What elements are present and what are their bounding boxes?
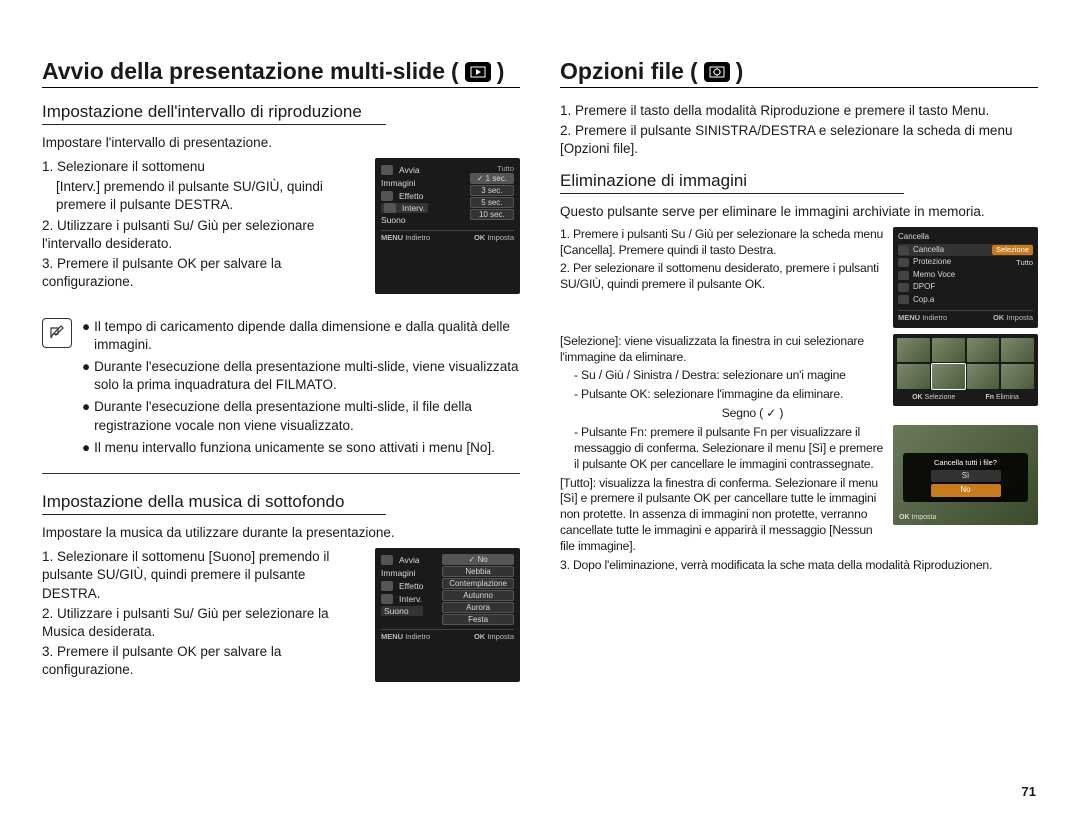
- tutto-text: visualizza la finestra di conferma. Sele…: [560, 476, 878, 553]
- note-box: ●Il tempo di caricamento dipende dalla d…: [42, 308, 520, 475]
- interval-step-1: 1. Selezionare il sottomenu: [42, 158, 365, 176]
- music-intro: Impostare la musica da utilizzare durant…: [42, 525, 520, 540]
- segno-label: Segno ( ✓ ): [560, 406, 1038, 422]
- music-steps: 1. Selezionare il sottomenu [Suono] prem…: [42, 548, 365, 682]
- interval-intro: Impostare l'intervallo di presentazione.: [42, 135, 520, 150]
- interval-step-3: 3. Premere il pulsante OK per salvare la…: [42, 255, 365, 291]
- page-number: 71: [1022, 784, 1036, 799]
- dialog-yes: Sì: [931, 470, 1001, 482]
- camera-icon: [381, 581, 393, 591]
- left-column: Avvio della presentazione multi-slide ( …: [42, 58, 520, 696]
- trash-icon: [898, 246, 909, 255]
- movie-icon: [384, 203, 396, 213]
- camera-icon: [381, 191, 393, 201]
- left-heading-text: Avvio della presentazione multi-slide: [42, 58, 445, 85]
- music-step-3: 3. Premere il pulsante OK per salvare la…: [42, 643, 365, 679]
- play-icon: [381, 555, 393, 565]
- dpof-icon: [898, 283, 909, 292]
- dialog-no: No: [931, 484, 1001, 496]
- thumbnail-grid-screenshot: OK Selezione Fn Elimina: [893, 334, 1038, 406]
- interval-step-1b: [Interv.] premendo il pulsante SU/GIÙ, q…: [42, 178, 365, 214]
- voice-icon: [898, 271, 909, 280]
- interval-steps: 1. Selezionare il sottomenu [Interv.] pr…: [42, 158, 365, 294]
- delete-subheading: Eliminazione di immagini: [560, 171, 904, 194]
- right-top-step-1: 1. Premere il tasto della modalità Ripro…: [560, 102, 1038, 120]
- right-heading-text: Opzioni file: [560, 58, 684, 85]
- music-screenshot: Avvia Immagini Effetto Interv. Suono No …: [375, 548, 520, 682]
- left-main-heading: Avvio della presentazione multi-slide ( …: [42, 58, 520, 88]
- right-column: Opzioni file ( ) 1. Premere il tasto del…: [560, 58, 1038, 696]
- copy-icon: [898, 295, 909, 304]
- note-4: Il menu intervallo funziona unicamente s…: [94, 439, 495, 457]
- confirm-dialog-screenshot: Cancella tutti i file? Sì No OK Imposta: [893, 425, 1038, 525]
- lock-icon: [898, 258, 909, 267]
- tutto-label: [Tutto]:: [560, 476, 596, 490]
- dialog-question: Cancella tutti i file?: [934, 458, 997, 468]
- play-icon: [381, 165, 393, 175]
- note-3: Durante l'esecuzione della presentazione…: [94, 398, 520, 434]
- music-step-1: 1. Selezionare il sottomenu [Suono] prem…: [42, 548, 365, 603]
- note-1: Il tempo di caricamento dipende dalla di…: [94, 318, 520, 354]
- right-main-heading: Opzioni file ( ): [560, 58, 1038, 88]
- selection-label: [Selezione]:: [560, 334, 621, 348]
- right-top-step-2: 2. Premere il pulsante SINISTRA/DESTRA e…: [560, 122, 1038, 158]
- file-menu-screenshot: Cancella Cancella Selezione ProtezioneTu…: [893, 227, 1038, 328]
- movie-icon: [381, 594, 393, 604]
- music-subheading: Impostazione della musica di sottofondo: [42, 492, 386, 515]
- note-2: Durante l'esecuzione della presentazione…: [94, 358, 520, 394]
- delete-step-3: 3. Dopo l'eliminazione, verrà modificata…: [560, 558, 1038, 574]
- slideshow-icon: [465, 62, 491, 82]
- note-icon: [42, 318, 72, 348]
- delete-intro: Questo pulsante serve per eliminare le i…: [560, 204, 1038, 219]
- interval-screenshot: Avvia Immagini Effetto Interv. Suono Tut…: [375, 158, 520, 294]
- interval-step-2: 2. Utilizzare i pulsanti Su/ Giù per sel…: [42, 217, 365, 253]
- interval-subheading: Impostazione dell'intervallo di riproduz…: [42, 102, 386, 125]
- music-step-2: 2. Utilizzare i pulsanti Su/ Giù per sel…: [42, 605, 365, 641]
- file-options-icon: [704, 62, 730, 82]
